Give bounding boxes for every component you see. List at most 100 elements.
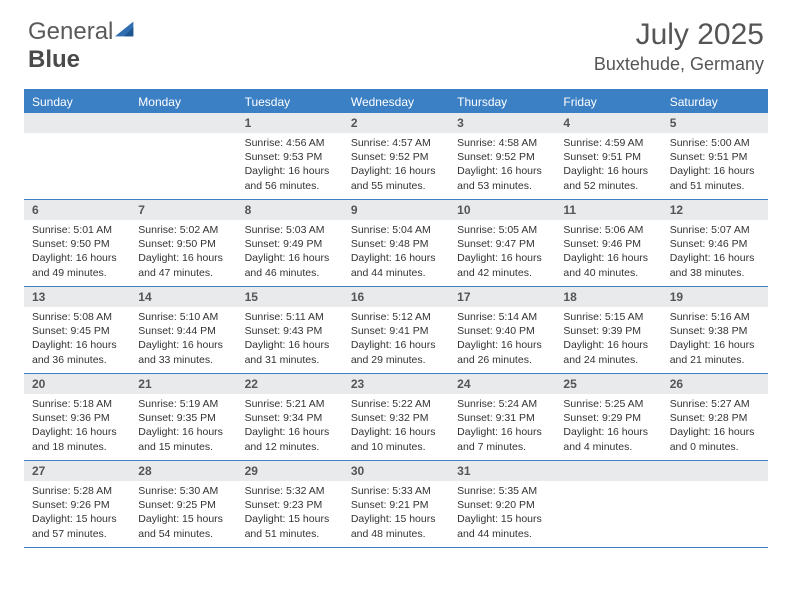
day-number: 7 (130, 200, 236, 220)
daylight-line: Daylight: 16 hours and 51 minutes. (670, 164, 760, 192)
sunset-line: Sunset: 9:52 PM (351, 150, 441, 164)
calendar-day: 31Sunrise: 5:35 AMSunset: 9:20 PMDayligh… (449, 461, 555, 547)
calendar-day: 7Sunrise: 5:02 AMSunset: 9:50 PMDaylight… (130, 200, 236, 286)
sunrise-line: Sunrise: 5:00 AM (670, 136, 760, 150)
daylight-line: Daylight: 16 hours and 52 minutes. (563, 164, 653, 192)
sunset-line: Sunset: 9:39 PM (563, 324, 653, 338)
sunrise-line: Sunrise: 5:08 AM (32, 310, 122, 324)
daylight-line: Daylight: 16 hours and 44 minutes. (351, 251, 441, 279)
day-number: 2 (343, 113, 449, 133)
sunrise-line: Sunrise: 5:19 AM (138, 397, 228, 411)
calendar-week: 13Sunrise: 5:08 AMSunset: 9:45 PMDayligh… (24, 287, 768, 374)
day-details: Sunrise: 4:59 AMSunset: 9:51 PMDaylight:… (555, 133, 661, 199)
sunrise-line: Sunrise: 5:10 AM (138, 310, 228, 324)
day-number: 25 (555, 374, 661, 394)
sunrise-line: Sunrise: 5:18 AM (32, 397, 122, 411)
sunset-line: Sunset: 9:46 PM (563, 237, 653, 251)
weekday-header: Sunday (24, 91, 130, 113)
daylight-line: Daylight: 16 hours and 47 minutes. (138, 251, 228, 279)
calendar-day: 5Sunrise: 5:00 AMSunset: 9:51 PMDaylight… (662, 113, 768, 199)
sunrise-line: Sunrise: 5:32 AM (245, 484, 335, 498)
sunset-line: Sunset: 9:43 PM (245, 324, 335, 338)
sunrise-line: Sunrise: 5:01 AM (32, 223, 122, 237)
daylight-line: Daylight: 16 hours and 53 minutes. (457, 164, 547, 192)
sunrise-line: Sunrise: 5:28 AM (32, 484, 122, 498)
logo-text: General Blue (28, 18, 137, 74)
day-number: 15 (237, 287, 343, 307)
day-number: 1 (237, 113, 343, 133)
sunrise-line: Sunrise: 5:07 AM (670, 223, 760, 237)
day-number (24, 113, 130, 133)
daylight-line: Daylight: 16 hours and 31 minutes. (245, 338, 335, 366)
calendar-day: 18Sunrise: 5:15 AMSunset: 9:39 PMDayligh… (555, 287, 661, 373)
title-block: July 2025 Buxtehude, Germany (594, 18, 764, 75)
day-details: Sunrise: 5:30 AMSunset: 9:25 PMDaylight:… (130, 481, 236, 547)
calendar-day-empty (130, 113, 236, 199)
day-details: Sunrise: 5:11 AMSunset: 9:43 PMDaylight:… (237, 307, 343, 373)
daylight-line: Daylight: 16 hours and 36 minutes. (32, 338, 122, 366)
sunset-line: Sunset: 9:49 PM (245, 237, 335, 251)
daylight-line: Daylight: 15 hours and 54 minutes. (138, 512, 228, 540)
calendar-day-empty (24, 113, 130, 199)
day-details: Sunrise: 5:15 AMSunset: 9:39 PMDaylight:… (555, 307, 661, 373)
calendar-day: 12Sunrise: 5:07 AMSunset: 9:46 PMDayligh… (662, 200, 768, 286)
calendar-day: 1Sunrise: 4:56 AMSunset: 9:53 PMDaylight… (237, 113, 343, 199)
daylight-line: Daylight: 16 hours and 15 minutes. (138, 425, 228, 453)
sunrise-line: Sunrise: 5:30 AM (138, 484, 228, 498)
day-details: Sunrise: 5:27 AMSunset: 9:28 PMDaylight:… (662, 394, 768, 460)
calendar-body: 1Sunrise: 4:56 AMSunset: 9:53 PMDaylight… (24, 113, 768, 548)
sunset-line: Sunset: 9:29 PM (563, 411, 653, 425)
day-details: Sunrise: 5:35 AMSunset: 9:20 PMDaylight:… (449, 481, 555, 547)
location-label: Buxtehude, Germany (594, 54, 764, 75)
daylight-line: Daylight: 15 hours and 48 minutes. (351, 512, 441, 540)
sunset-line: Sunset: 9:28 PM (670, 411, 760, 425)
day-details: Sunrise: 5:05 AMSunset: 9:47 PMDaylight:… (449, 220, 555, 286)
day-number: 30 (343, 461, 449, 481)
day-details: Sunrise: 5:14 AMSunset: 9:40 PMDaylight:… (449, 307, 555, 373)
sunrise-line: Sunrise: 5:02 AM (138, 223, 228, 237)
day-number: 6 (24, 200, 130, 220)
day-details: Sunrise: 5:21 AMSunset: 9:34 PMDaylight:… (237, 394, 343, 460)
sunrise-line: Sunrise: 5:15 AM (563, 310, 653, 324)
daylight-line: Daylight: 16 hours and 26 minutes. (457, 338, 547, 366)
day-details: Sunrise: 5:19 AMSunset: 9:35 PMDaylight:… (130, 394, 236, 460)
calendar-day: 10Sunrise: 5:05 AMSunset: 9:47 PMDayligh… (449, 200, 555, 286)
calendar-day: 6 Sunrise: 5:01 AMSunset: 9:50 PMDaylight… (24, 200, 130, 286)
sunrise-line: Sunrise: 5:24 AM (457, 397, 547, 411)
calendar-day: 16Sunrise: 5:12 AMSunset: 9:41 PMDayligh… (343, 287, 449, 373)
calendar-day: 4Sunrise: 4:59 AMSunset: 9:51 PMDaylight… (555, 113, 661, 199)
sunset-line: Sunset: 9:47 PM (457, 237, 547, 251)
sunrise-line: Sunrise: 5:25 AM (563, 397, 653, 411)
day-number: 13 (24, 287, 130, 307)
daylight-line: Daylight: 16 hours and 29 minutes. (351, 338, 441, 366)
day-details: Sunrise: 5:22 AMSunset: 9:32 PMDaylight:… (343, 394, 449, 460)
sunset-line: Sunset: 9:26 PM (32, 498, 122, 512)
calendar-day: 11Sunrise: 5:06 AMSunset: 9:46 PMDayligh… (555, 200, 661, 286)
weekday-header: Friday (555, 91, 661, 113)
day-details (24, 133, 130, 193)
sunrise-line: Sunrise: 5:06 AM (563, 223, 653, 237)
day-number: 24 (449, 374, 555, 394)
daylight-line: Daylight: 16 hours and 33 minutes. (138, 338, 228, 366)
sunset-line: Sunset: 9:34 PM (245, 411, 335, 425)
calendar-day: 27Sunrise: 5:28 AMSunset: 9:26 PMDayligh… (24, 461, 130, 547)
sunset-line: Sunset: 9:25 PM (138, 498, 228, 512)
daylight-line: Daylight: 15 hours and 51 minutes. (245, 512, 335, 540)
daylight-line: Daylight: 16 hours and 49 minutes. (32, 251, 122, 279)
day-number: 3 (449, 113, 555, 133)
weekday-header-row: SundayMondayTuesdayWednesdayThursdayFrid… (24, 91, 768, 113)
sunset-line: Sunset: 9:50 PM (32, 237, 122, 251)
sunrise-line: Sunrise: 5:16 AM (670, 310, 760, 324)
day-details (555, 481, 661, 541)
calendar-day: 9Sunrise: 5:04 AMSunset: 9:48 PMDaylight… (343, 200, 449, 286)
sunrise-line: Sunrise: 5:12 AM (351, 310, 441, 324)
day-number: 18 (555, 287, 661, 307)
day-number: 5 (662, 113, 768, 133)
sunrise-line: Sunrise: 5:11 AM (245, 310, 335, 324)
sunrise-line: Sunrise: 4:56 AM (245, 136, 335, 150)
daylight-line: Daylight: 16 hours and 7 minutes. (457, 425, 547, 453)
day-details: Sunrise: 5:32 AMSunset: 9:23 PMDaylight:… (237, 481, 343, 547)
day-details: Sunrise: 5:18 AMSunset: 9:36 PMDaylight:… (24, 394, 130, 460)
day-number: 23 (343, 374, 449, 394)
calendar-day: 30Sunrise: 5:33 AMSunset: 9:21 PMDayligh… (343, 461, 449, 547)
